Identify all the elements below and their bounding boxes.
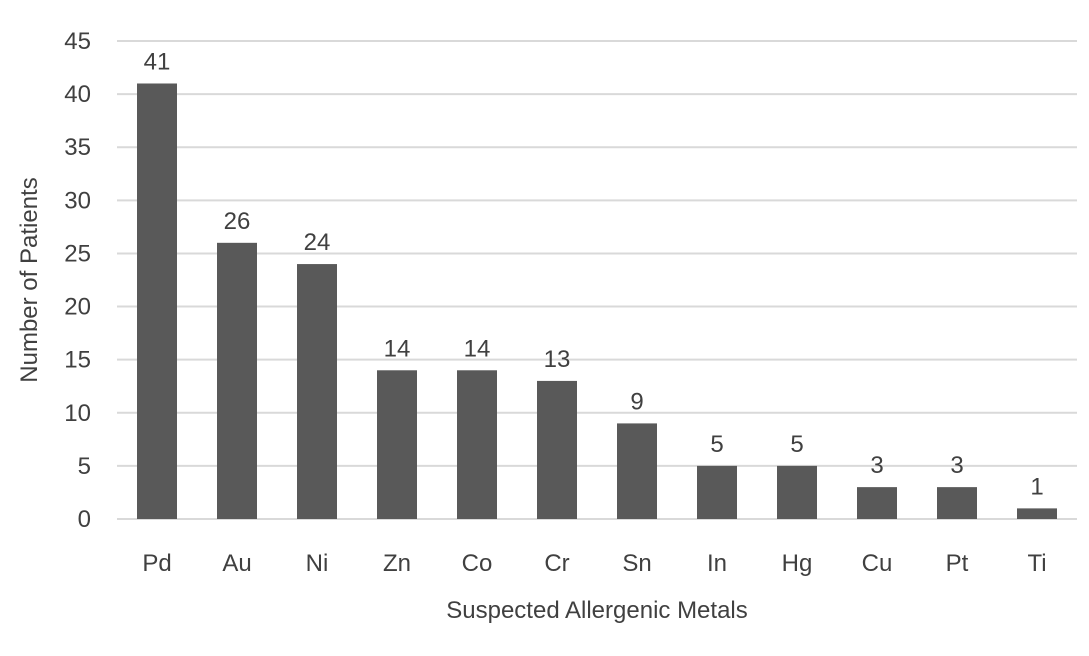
category-label-pt: Pt bbox=[946, 550, 969, 577]
y-tick-label: 35 bbox=[64, 134, 91, 161]
category-label-cu: Cu bbox=[862, 550, 893, 577]
bar-pd bbox=[137, 83, 177, 519]
y-axis-label: Number of Patients bbox=[16, 177, 43, 382]
category-label-ti: Ti bbox=[1027, 550, 1046, 577]
y-tick-label: 0 bbox=[78, 506, 91, 533]
y-tick-label: 20 bbox=[64, 294, 91, 321]
data-label-cr: 13 bbox=[544, 346, 571, 373]
bar-cr bbox=[537, 380, 577, 519]
data-labels: 41 26 24 14 14 13 9 5 5 3 3 1 bbox=[144, 48, 1044, 500]
y-tick-label: 45 bbox=[64, 28, 91, 55]
y-tick-label: 40 bbox=[64, 81, 91, 108]
bar-co bbox=[457, 370, 497, 519]
bar-pt bbox=[937, 487, 977, 519]
x-axis-label: Suspected Allergenic Metals bbox=[446, 597, 748, 624]
data-label-au: 26 bbox=[224, 208, 251, 235]
data-label-sn: 9 bbox=[630, 388, 643, 415]
category-label-au: Au bbox=[222, 550, 251, 577]
bar-hg bbox=[777, 465, 817, 519]
data-label-hg: 5 bbox=[790, 431, 803, 458]
y-tick-label: 10 bbox=[64, 400, 91, 427]
gridlines bbox=[117, 40, 1077, 520]
category-label-sn: Sn bbox=[622, 550, 651, 577]
bar-sn bbox=[617, 423, 657, 519]
category-label-pd: Pd bbox=[142, 550, 171, 577]
category-label-in: In bbox=[707, 550, 727, 577]
category-label-zn: Zn bbox=[383, 550, 411, 577]
data-label-pt: 3 bbox=[950, 452, 963, 479]
data-label-pd: 41 bbox=[144, 48, 171, 75]
y-tick-label: 15 bbox=[64, 347, 91, 374]
data-label-in: 5 bbox=[710, 431, 723, 458]
bar-in bbox=[697, 465, 737, 519]
category-label-hg: Hg bbox=[782, 550, 813, 577]
category-label-ni: Ni bbox=[306, 550, 329, 577]
data-label-co: 14 bbox=[464, 335, 491, 362]
bar-ti bbox=[1017, 508, 1057, 519]
y-tick-label: 5 bbox=[78, 453, 91, 480]
y-tick-label: 30 bbox=[64, 187, 91, 214]
category-label-cr: Cr bbox=[544, 550, 569, 577]
bar-zn bbox=[377, 370, 417, 519]
bar-ni bbox=[297, 264, 337, 519]
data-label-ni: 24 bbox=[304, 229, 331, 256]
data-label-ti: 1 bbox=[1030, 473, 1043, 500]
y-tick-label: 25 bbox=[64, 240, 91, 267]
bar-au bbox=[217, 242, 257, 520]
bar-cu bbox=[857, 487, 897, 519]
y-axis-ticks: 0 5 10 15 20 25 30 35 40 45 bbox=[64, 28, 91, 533]
data-label-zn: 14 bbox=[384, 335, 411, 362]
data-label-cu: 3 bbox=[870, 452, 883, 479]
category-labels: Pd Au Ni Zn Co Cr Sn In Hg Cu Pt Ti bbox=[142, 550, 1046, 577]
bars bbox=[137, 83, 1057, 520]
category-label-co: Co bbox=[462, 550, 493, 577]
